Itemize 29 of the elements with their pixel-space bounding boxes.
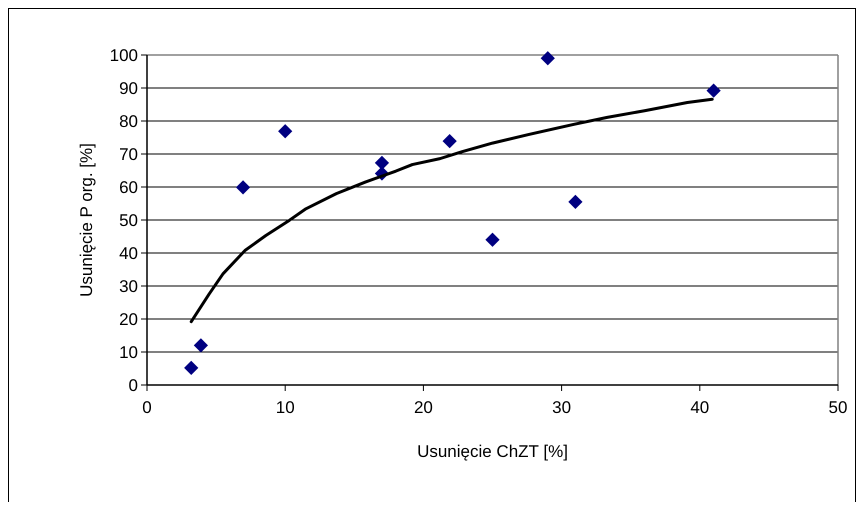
y-axis-title: Usunięcie P org. [%]	[77, 143, 96, 297]
x-axis-title: Usunięcie ChZT [%]	[417, 442, 568, 461]
point	[278, 124, 292, 138]
point	[184, 360, 198, 375]
y-tick-label: 30	[119, 276, 138, 296]
y-tick-label: 80	[119, 112, 138, 131]
y-tick-label: 70	[119, 144, 138, 164]
x-tick-label: 50	[828, 398, 848, 417]
x-tick-label: 30	[552, 398, 572, 417]
point	[540, 51, 555, 66]
point	[485, 232, 500, 247]
y-tick-label: 0	[128, 376, 138, 395]
y-tick-label: 50	[119, 210, 138, 230]
point	[236, 180, 250, 194]
point	[442, 134, 457, 148]
point	[568, 194, 583, 209]
x-tick-label: 40	[690, 398, 710, 417]
point	[194, 338, 208, 353]
y-tick-label: 60	[119, 178, 138, 197]
point	[706, 84, 721, 98]
y-tick-label: 90	[119, 78, 138, 98]
y-tick-label: 10	[119, 342, 138, 362]
point	[374, 156, 390, 170]
x-tick-label: 0	[142, 398, 152, 417]
x-tick-label: 20	[414, 398, 433, 417]
x-tick-label: 10	[276, 398, 295, 417]
y-tick-label: 40	[119, 244, 138, 263]
y-tick-label: 20	[119, 310, 138, 329]
y-tick-label: 100	[110, 46, 138, 65]
